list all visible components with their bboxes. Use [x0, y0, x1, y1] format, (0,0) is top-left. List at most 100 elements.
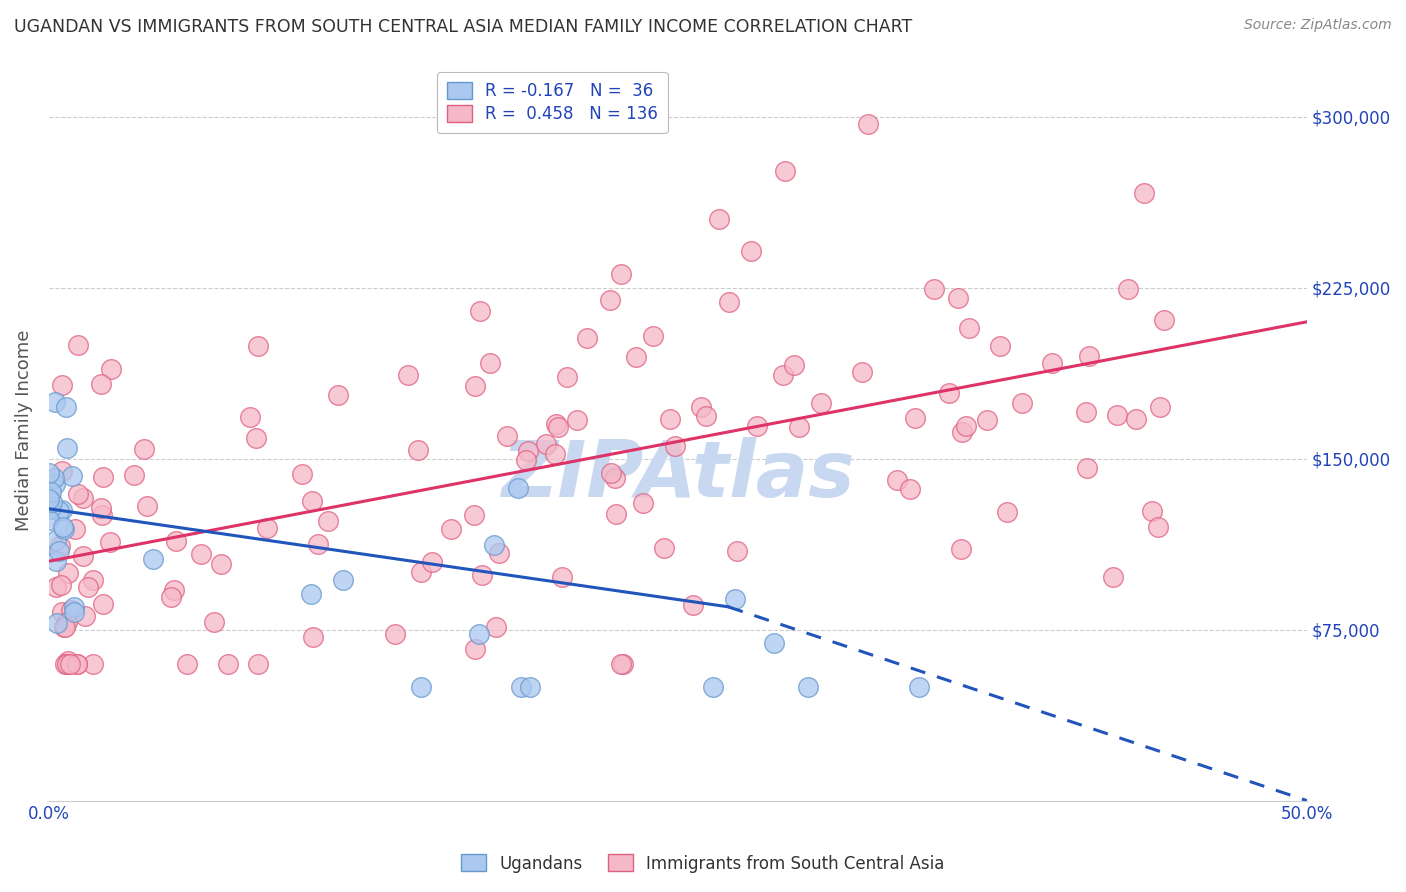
Point — [886, 473, 908, 487]
Point — [1132, 186, 1154, 200]
Point — [82, 657, 104, 671]
Point — [52, 522, 75, 536]
Point — [740, 244, 762, 258]
Point — [904, 411, 927, 425]
Point — [702, 680, 724, 694]
Point — [66, 657, 89, 671]
Point — [547, 420, 569, 434]
Point — [48, 544, 70, 558]
Point — [955, 418, 977, 433]
Point — [72, 549, 94, 564]
Point — [53, 620, 76, 634]
Point — [63, 605, 86, 619]
Point — [724, 592, 747, 607]
Point — [41, 494, 63, 508]
Point — [1147, 520, 1170, 534]
Point — [440, 521, 463, 535]
Point — [49, 540, 72, 554]
Point — [690, 401, 713, 415]
Point — [1125, 412, 1147, 426]
Point — [91, 597, 114, 611]
Point — [420, 555, 443, 569]
Point — [384, 627, 406, 641]
Point — [1011, 396, 1033, 410]
Point — [464, 379, 486, 393]
Point — [132, 442, 155, 457]
Point — [659, 412, 682, 426]
Point — [565, 412, 588, 426]
Point — [810, 396, 832, 410]
Point — [396, 368, 419, 383]
Point — [247, 657, 270, 671]
Point — [409, 566, 432, 580]
Point — [301, 494, 323, 508]
Point — [38, 513, 60, 527]
Point — [468, 303, 491, 318]
Point — [470, 567, 492, 582]
Point — [60, 468, 83, 483]
Point — [239, 409, 262, 424]
Point — [652, 541, 675, 555]
Point — [1040, 356, 1063, 370]
Point — [464, 641, 486, 656]
Point — [976, 413, 998, 427]
Point — [605, 471, 627, 485]
Point — [299, 587, 322, 601]
Point — [44, 395, 66, 409]
Point — [922, 281, 945, 295]
Point — [510, 680, 533, 694]
Point — [995, 505, 1018, 519]
Point — [1107, 408, 1129, 422]
Point — [51, 605, 73, 619]
Point — [516, 443, 538, 458]
Point — [796, 680, 818, 694]
Point — [56, 657, 79, 671]
Point — [307, 537, 329, 551]
Point — [851, 365, 873, 379]
Point — [1140, 504, 1163, 518]
Point — [302, 630, 325, 644]
Point — [90, 377, 112, 392]
Point — [56, 441, 79, 455]
Point — [610, 267, 633, 281]
Point — [77, 580, 100, 594]
Point — [52, 520, 75, 534]
Text: UGANDAN VS IMMIGRANTS FROM SOUTH CENTRAL ASIA MEDIAN FAMILY INCOME CORRELATION C: UGANDAN VS IMMIGRANTS FROM SOUTH CENTRAL… — [14, 18, 912, 36]
Point — [51, 378, 73, 392]
Point — [959, 320, 981, 334]
Point — [898, 482, 921, 496]
Point — [45, 580, 67, 594]
Point — [938, 385, 960, 400]
Point — [1076, 461, 1098, 475]
Point — [62, 600, 84, 615]
Point — [72, 491, 94, 505]
Point — [217, 657, 239, 671]
Point — [682, 599, 704, 613]
Point — [66, 657, 89, 671]
Point — [165, 534, 187, 549]
Point — [73, 609, 96, 624]
Point — [406, 442, 429, 457]
Point — [291, 467, 314, 481]
Point — [664, 439, 686, 453]
Point — [411, 680, 433, 694]
Point — [82, 573, 104, 587]
Point — [91, 470, 114, 484]
Point — [468, 627, 491, 641]
Point — [506, 481, 529, 495]
Point — [245, 431, 267, 445]
Point — [176, 657, 198, 671]
Point — [160, 590, 183, 604]
Point — [643, 328, 665, 343]
Point — [612, 657, 634, 671]
Point — [544, 447, 567, 461]
Point — [55, 401, 77, 415]
Point — [600, 466, 623, 480]
Point — [39, 484, 62, 499]
Point — [65, 522, 87, 536]
Point — [519, 680, 541, 694]
Legend: R = -0.167   N =  36, R =  0.458   N = 136: R = -0.167 N = 36, R = 0.458 N = 136 — [436, 71, 668, 133]
Point — [1153, 312, 1175, 326]
Point — [488, 546, 510, 560]
Point — [202, 615, 225, 629]
